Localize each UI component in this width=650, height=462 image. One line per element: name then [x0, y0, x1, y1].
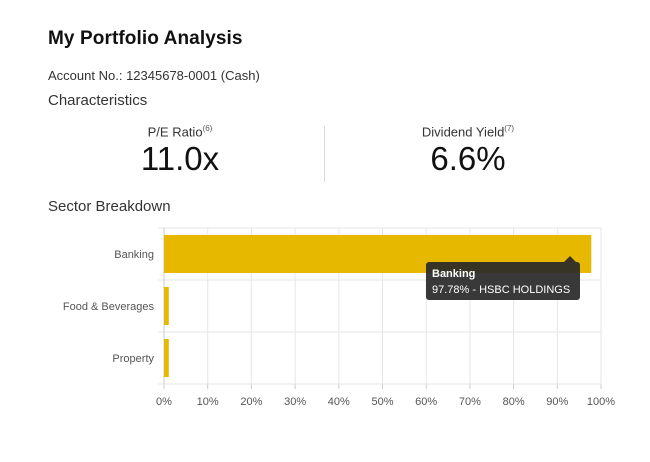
pe-ratio-footnote[interactable]: (6): [202, 124, 213, 133]
account-info: Account No.: 12345678-0001 (Cash): [48, 68, 260, 83]
account-number: 12345678-0001 (Cash): [126, 68, 260, 83]
dividend-yield-stat: Dividend Yield(7) 6.6%: [368, 124, 568, 177]
x-tick-label: 90%: [546, 396, 568, 408]
category-label: Property: [112, 353, 154, 365]
dividend-yield-label: Dividend Yield(7): [368, 124, 568, 139]
x-tick-label: 20%: [240, 396, 262, 408]
category-label: Banking: [114, 249, 154, 261]
x-tick-label: 10%: [197, 396, 219, 408]
tooltip-text: 97.78% - HSBC HOLDINGS: [432, 284, 571, 296]
x-tick-label: 60%: [415, 396, 437, 408]
pe-ratio-stat: P/E Ratio(6) 11.0x: [80, 124, 280, 177]
x-tick-label: 30%: [284, 396, 306, 408]
dividend-yield-footnote[interactable]: (7): [504, 124, 515, 133]
pe-ratio-label: P/E Ratio(6): [80, 124, 280, 139]
category-label: Food & Beverages: [63, 301, 155, 313]
x-tick-label: 0%: [156, 396, 172, 408]
x-tick-label: 100%: [587, 396, 615, 408]
dividend-yield-value: 6.6%: [430, 140, 506, 178]
account-label: Account No.:: [48, 68, 123, 83]
dividend-yield-label-text: Dividend Yield: [421, 124, 505, 140]
characteristics-heading: Characteristics: [48, 92, 148, 109]
stat-divider: [324, 126, 325, 182]
tooltip-title: Banking: [432, 268, 476, 280]
page-title: My Portfolio Analysis: [48, 28, 243, 49]
bar-property[interactable]: [164, 339, 169, 377]
x-tick-label: 40%: [328, 396, 350, 408]
x-tick-label: 80%: [503, 396, 525, 408]
pe-ratio-label-text: P/E Ratio: [147, 124, 203, 140]
bar-food-beverages[interactable]: [164, 287, 169, 325]
pe-ratio-value: 11.0x: [140, 140, 220, 178]
x-tick-label: 70%: [459, 396, 481, 408]
x-tick-label: 50%: [371, 396, 393, 408]
sector-breakdown-heading: Sector Breakdown: [48, 198, 171, 215]
chart-tooltip: Banking 97.78% - HSBC HOLDINGS: [426, 256, 580, 300]
